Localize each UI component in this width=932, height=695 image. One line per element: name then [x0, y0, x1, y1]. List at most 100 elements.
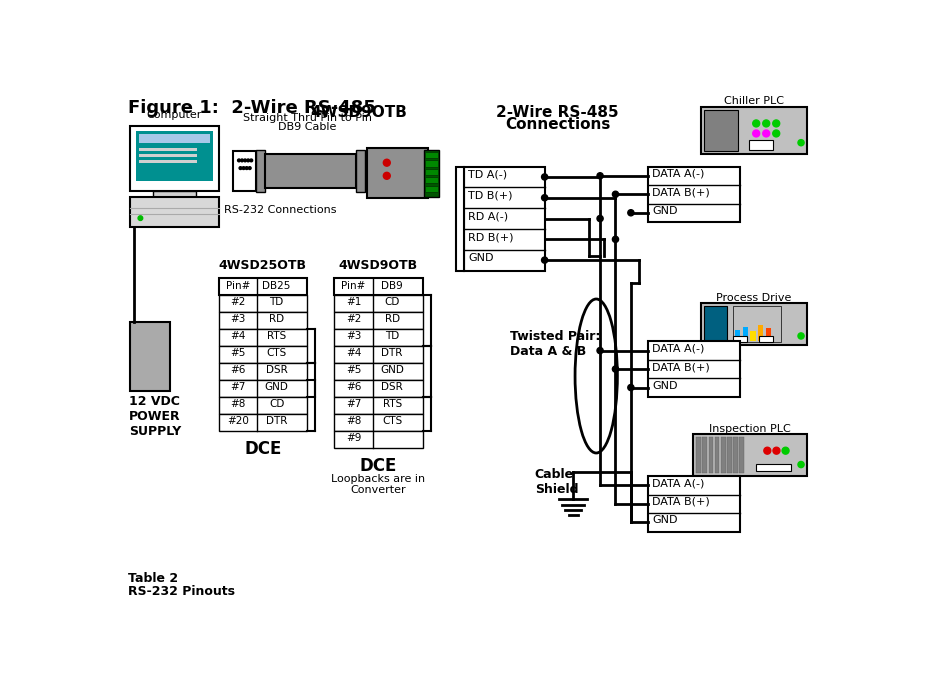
Circle shape	[244, 159, 246, 162]
Circle shape	[242, 167, 245, 170]
Circle shape	[753, 120, 760, 127]
Bar	[425, 152, 438, 158]
Text: RS-232 Pinouts: RS-232 Pinouts	[128, 585, 235, 598]
Circle shape	[597, 173, 603, 179]
Text: #9: #9	[346, 433, 362, 443]
Bar	[735, 330, 740, 341]
Bar	[733, 336, 747, 342]
Bar	[219, 278, 308, 295]
Text: Inspection PLC: Inspection PLC	[709, 424, 791, 434]
Text: GND: GND	[652, 206, 678, 216]
Bar	[335, 397, 423, 414]
Circle shape	[762, 130, 770, 137]
Bar	[335, 431, 423, 448]
Text: DSR: DSR	[266, 365, 288, 375]
Circle shape	[597, 348, 603, 354]
Circle shape	[597, 215, 603, 222]
Text: DCE: DCE	[244, 440, 281, 458]
Bar	[701, 303, 807, 345]
Circle shape	[248, 167, 251, 170]
Text: DB9 Cable: DB9 Cable	[279, 122, 336, 132]
Text: #2: #2	[230, 297, 246, 307]
Circle shape	[383, 159, 391, 166]
Text: Process Drive: Process Drive	[717, 293, 792, 303]
Circle shape	[612, 191, 619, 197]
Circle shape	[612, 236, 619, 243]
Circle shape	[541, 174, 548, 180]
Text: TD: TD	[269, 297, 284, 307]
Bar	[648, 167, 740, 222]
Bar	[704, 306, 727, 342]
Bar	[335, 363, 423, 380]
Text: CD: CD	[385, 297, 400, 307]
Bar	[219, 346, 308, 363]
Bar	[424, 149, 439, 197]
Bar	[136, 131, 212, 181]
Bar	[219, 295, 308, 312]
Text: #4: #4	[230, 332, 246, 341]
Bar	[219, 380, 308, 397]
Bar	[335, 278, 423, 295]
Text: #7: #7	[230, 382, 246, 392]
Circle shape	[628, 210, 634, 216]
Bar	[715, 437, 720, 473]
Text: Loopbacks are in
Converter: Loopbacks are in Converter	[331, 474, 425, 496]
Text: 4WSD9OTB: 4WSD9OTB	[338, 259, 418, 272]
Bar	[265, 154, 356, 188]
Text: #6: #6	[346, 382, 362, 392]
Text: 4WSD25OTB: 4WSD25OTB	[219, 259, 307, 272]
Bar	[701, 106, 807, 154]
Text: DSR: DSR	[381, 382, 403, 392]
Bar	[139, 161, 197, 163]
Bar	[708, 437, 713, 473]
Text: RTS: RTS	[382, 399, 402, 409]
Bar	[335, 346, 423, 363]
Circle shape	[138, 216, 143, 220]
Text: #3: #3	[230, 314, 246, 325]
Bar	[648, 341, 740, 397]
Bar	[219, 414, 308, 431]
Circle shape	[773, 447, 780, 454]
Text: 4WSD9OTB: 4WSD9OTB	[310, 106, 407, 120]
Bar	[256, 150, 265, 192]
Text: Chiller PLC: Chiller PLC	[724, 97, 784, 106]
Text: GND: GND	[380, 365, 404, 375]
Bar	[367, 148, 429, 198]
Circle shape	[240, 159, 243, 162]
Bar	[425, 169, 438, 175]
Text: RD A(-): RD A(-)	[469, 211, 509, 221]
Bar	[139, 154, 197, 157]
Text: RD: RD	[269, 314, 284, 325]
Bar	[335, 312, 423, 329]
Circle shape	[753, 130, 760, 137]
Circle shape	[240, 167, 242, 170]
Text: GND: GND	[265, 382, 289, 392]
Text: DATA A(-): DATA A(-)	[652, 343, 705, 354]
Bar	[648, 476, 740, 532]
Bar	[233, 151, 256, 191]
Circle shape	[383, 172, 391, 179]
Circle shape	[250, 159, 253, 162]
Bar	[335, 414, 423, 431]
Text: DATA A(-): DATA A(-)	[652, 169, 705, 179]
Circle shape	[541, 257, 548, 263]
Bar	[425, 161, 438, 167]
Circle shape	[247, 159, 250, 162]
Text: #8: #8	[346, 416, 362, 426]
Text: #20: #20	[227, 416, 249, 426]
Text: #2: #2	[346, 314, 362, 325]
Text: DATA B(+): DATA B(+)	[652, 188, 710, 197]
Bar	[139, 134, 210, 143]
Bar	[130, 197, 219, 227]
Bar	[219, 397, 308, 414]
Text: CD: CD	[269, 399, 284, 409]
Bar	[704, 110, 738, 151]
Bar	[727, 437, 732, 473]
Text: Pin#: Pin#	[341, 281, 366, 291]
Bar	[139, 148, 197, 151]
Text: CTS: CTS	[267, 348, 287, 359]
Text: DB25: DB25	[263, 281, 291, 291]
Text: Table 2: Table 2	[128, 573, 178, 585]
Circle shape	[798, 333, 804, 339]
Text: DATA B(+): DATA B(+)	[652, 362, 710, 372]
